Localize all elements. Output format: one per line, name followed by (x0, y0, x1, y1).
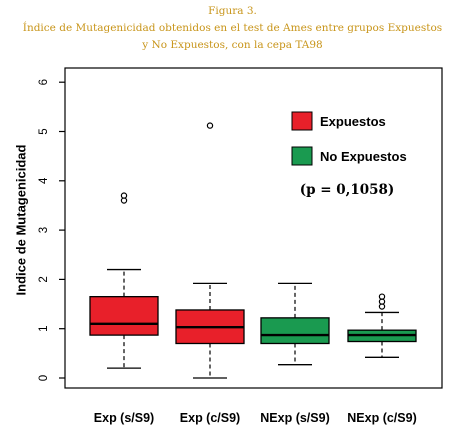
box-1 (89, 192, 159, 369)
x-category-label: NExp (c/S9) (347, 411, 416, 425)
y-tick-label: 3 (38, 227, 50, 233)
figure-caption: Figura 3. Índice de Mutagenicidad obteni… (0, 3, 465, 54)
box-2 (175, 122, 245, 379)
y-axis-label: Indice de Mutagenicidad (13, 144, 28, 295)
outlier-point (378, 293, 386, 300)
x-category-label: Exp (s/S9) (94, 411, 154, 425)
outlier-point (120, 192, 128, 199)
legend-swatch (291, 146, 313, 166)
legend-label: Expuestos (320, 114, 386, 129)
legend-swatch (291, 111, 313, 131)
caption-figure-number: Figura 3. (208, 5, 257, 17)
x-category-label: NExp (s/S9) (260, 411, 329, 425)
caption-title-line2: y No Expuestos, con la cepa TA98 (142, 39, 323, 51)
legend-label: No Expuestos (320, 149, 407, 164)
y-tick-label: 1 (38, 325, 50, 331)
y-tick-label: 5 (38, 128, 50, 134)
box-3 (260, 282, 330, 366)
chart-axes: 0 1 2 3 4 5 6 Indice de Mutagenicidad Exp (s/S9)… (13, 67, 443, 425)
chart-boxes (89, 122, 417, 379)
box-4 (347, 293, 417, 358)
p-value-annotation: (p = 0,1058) (300, 182, 395, 198)
y-tick-label: 6 (38, 79, 50, 85)
iqr-box (89, 296, 159, 336)
outlier-point (206, 122, 214, 129)
caption-title-line1: Índice de Mutagenicidad obtenidos en el … (22, 22, 443, 34)
y-tick-label: 2 (38, 276, 50, 282)
x-category-label: Exp (c/S9) (180, 411, 240, 425)
iqr-box (260, 317, 330, 345)
chart-legend: Expuestos No Expuestos (p = 0,1058) (291, 111, 407, 198)
y-tick-label: 0 (38, 375, 50, 381)
y-tick-label: 4 (38, 177, 50, 184)
plot-frame (64, 67, 443, 389)
